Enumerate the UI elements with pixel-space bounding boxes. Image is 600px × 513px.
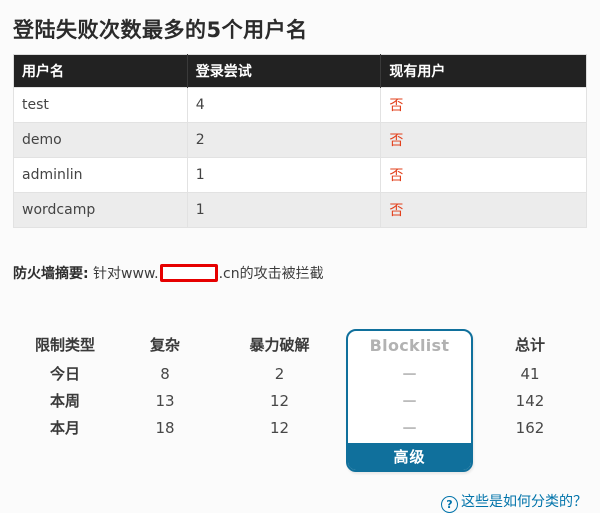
question-circle-icon: ? [441,496,458,513]
firewall-summary: 防火墙摘要: 针对www. .cn的攻击被拦截 [13,264,587,284]
stats-row-label-week: 本周 [49,392,80,410]
firewall-summary-text-after: .cn的攻击被拦截 [218,266,324,282]
stats-brute-force-week: 12 [269,391,290,410]
col-header-existing-user: 现有用户 [380,54,587,88]
stats-total-today: 41 [520,364,540,383]
attempts-cell: 1 [186,192,382,228]
blocklist-value-month: — [402,419,417,436]
existing-user-cell: 否 [380,157,587,193]
username-cell: adminlin [13,157,188,193]
table-header-row: 用户名 登录尝试 现有用户 [13,54,587,88]
table-row: wordcamp 1 否 [13,192,587,228]
username-cell: test [13,87,188,123]
table-row: demo 2 否 [13,122,587,158]
stats-total-week: 142 [515,391,545,410]
firewall-stats-section: 限制类型 复杂 暴力破解 总计 今日 8 2 41 本周 13 12 142 本… [13,329,587,475]
existing-user-cell: 否 [380,122,587,158]
existing-user-cell: 否 [380,192,587,228]
stats-complex-month: 18 [155,418,175,437]
page-title: 登陆失败次数最多的5个用户名 [13,18,308,42]
stats-brute-force-month: 12 [269,418,290,437]
blocklist-value-today: — [402,365,417,382]
table-row: test 4 否 [13,87,587,123]
blocklist-value-week: — [402,392,417,409]
attempts-cell: 2 [186,122,382,158]
stats-complex-week: 13 [155,391,175,410]
col-header-attempts: 登录尝试 [187,54,382,88]
attempts-cell: 1 [186,157,382,193]
stats-total-month: 162 [515,418,545,437]
stats-header-total: 总计 [514,336,545,354]
help-link-label: 这些是如何分类的？ [461,494,587,510]
stats-row-label-month: 本月 [49,419,80,437]
redacted-domain-box [159,264,218,282]
stats-header-complex: 复杂 [149,336,180,354]
stats-complex-today: 8 [160,364,170,383]
blocklist-column-title: Blocklist [369,336,450,355]
username-cell: demo [13,122,188,158]
col-header-username: 用户名 [13,54,188,88]
firewall-summary-label: 防火墙摘要: [13,266,89,282]
stats-header-type: 限制类型 [34,336,95,354]
existing-user-cell: 否 [380,87,587,123]
stats-brute-force-today: 2 [274,364,285,383]
stats-header-brute-force: 暴力破解 [249,336,310,354]
premium-upgrade-button[interactable]: 高级 [348,443,471,470]
attempts-cell: 4 [186,87,382,123]
failed-logins-table: 用户名 登录尝试 现有用户 test 4 否 demo 2 否 adminlin… [13,54,587,228]
firewall-stats-grid: 限制类型 复杂 暴力破解 总计 今日 8 2 41 本周 13 12 142 本… [13,329,587,441]
firewall-summary-text-before: 针对www. [88,266,159,282]
stats-row-label-today: 今日 [49,365,80,383]
username-cell: wordcamp [13,192,188,228]
table-row: adminlin 1 否 [13,157,587,193]
blocklist-premium-box: Blocklist — — — 高级 [346,329,473,472]
help-row: ? 这些是如何分类的？ [13,491,587,513]
help-link[interactable]: ? 这些是如何分类的？ [441,494,587,513]
